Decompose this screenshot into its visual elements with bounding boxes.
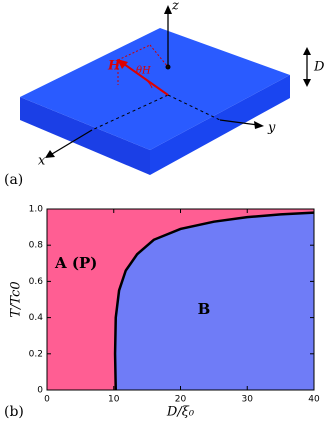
x-arrowhead	[45, 150, 55, 158]
slab-top-face	[20, 28, 290, 150]
h-label: H	[107, 59, 121, 74]
thickness-arrowhead	[303, 79, 311, 87]
x-axis	[51, 129, 93, 155]
region-b	[115, 212, 315, 390]
region-a-label: A (P)	[54, 254, 97, 272]
slab-side-face	[150, 75, 290, 175]
y-axis	[219, 119, 259, 126]
slab-front-face	[20, 97, 150, 175]
x-tick-label: 0	[44, 395, 50, 405]
region-b-label: B	[198, 300, 211, 318]
thickness-label: D	[313, 60, 325, 75]
y-tick-label: 0.2	[29, 349, 43, 359]
thickness-arrowhead	[303, 47, 311, 55]
y-tick-label: 0.4	[29, 313, 44, 323]
y-tick-label: 1.0	[29, 205, 44, 215]
x-label: x	[38, 154, 46, 169]
x-tick-label: 20	[175, 395, 187, 405]
y-axis-hidden	[167, 94, 221, 121]
y-tick-label: 0.6	[29, 277, 44, 287]
phase-diagram: 0 10 20 30 40 0 0.2 0.4 0.6 0.8 1.0 A (P) B D/ξ₀ T/Tc0…	[4, 205, 320, 421]
panel-label: (a)	[4, 172, 23, 188]
x-tick-label: 10	[108, 395, 120, 405]
x-axis-title: D/ξ₀	[166, 405, 195, 420]
x-tick-label: 40	[308, 395, 320, 405]
slab-diagram: H θH z y x D (a)	[4, 0, 325, 188]
angle-label: θH	[136, 66, 151, 77]
y-arrowhead	[254, 121, 264, 129]
phase-boundary	[113, 211, 315, 391]
h-projection	[149, 44, 169, 68]
x-axis-hidden	[91, 94, 169, 131]
h-arrowhead	[117, 59, 128, 69]
h-projection	[117, 44, 151, 61]
angle-arc	[139, 74, 153, 89]
z-arrowhead	[164, 5, 172, 14]
y-tick-label: 0.8	[29, 241, 44, 251]
panel-label: (b)	[4, 404, 24, 420]
y-axis-title: T/Tc0	[9, 281, 24, 317]
x-tick-label: 30	[242, 395, 254, 405]
z-label: z	[171, 0, 179, 14]
y-tick-label: 0	[37, 386, 43, 396]
y-label: y	[267, 121, 276, 136]
